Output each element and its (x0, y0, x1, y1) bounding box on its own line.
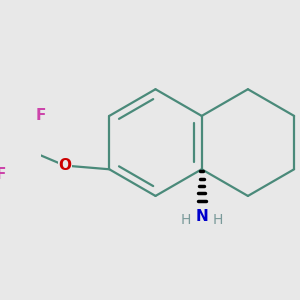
Text: N: N (195, 209, 208, 224)
Text: O: O (58, 158, 71, 173)
Text: F: F (35, 108, 46, 123)
Text: H: H (213, 213, 223, 227)
Text: F: F (0, 167, 6, 182)
Text: H: H (180, 213, 190, 227)
